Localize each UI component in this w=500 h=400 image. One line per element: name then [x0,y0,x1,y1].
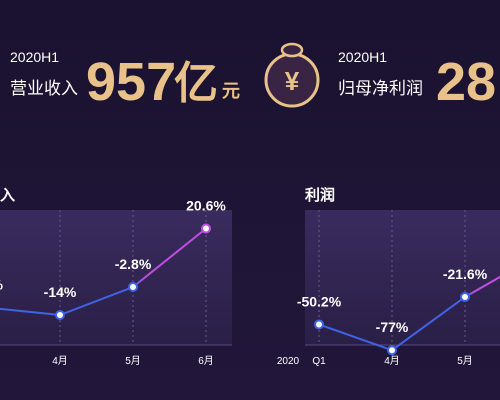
x-tick-label: 4月 [52,355,68,367]
series-line [318,275,500,352]
data-point [314,319,324,330]
data-label: -77% [376,319,409,335]
icon-symbol: ¥ [285,66,300,96]
data-point [387,345,397,356]
data-label: -21.6% [443,266,488,282]
x-axis-label: 2020 [277,356,300,367]
plot-background [305,210,500,345]
kpi-period: 2020H1 [10,49,59,65]
data-label: -14% [44,284,77,300]
x-tick-label: 6月 [198,355,214,367]
data-label: 20.6% [186,198,226,214]
series-line [0,227,207,317]
x-tick-label: 4月 [384,355,400,367]
kpi-label: 归母净利润 [338,79,423,98]
kpi-value: 28 [436,52,496,112]
yen-icon: ¥ [264,42,320,108]
kpi-suffix: 元 [222,81,240,101]
data-label: -2.8% [115,256,152,272]
x-tick-label: 5月 [457,355,473,367]
x-tick-label: Q1 [312,356,326,367]
x-tick-label: 5月 [125,355,141,367]
data-label: -11% [0,277,4,293]
kpi-period: 2020H1 [338,49,387,65]
plot-background [0,210,232,345]
kpi-value: 957 [86,52,176,112]
chart-title: 利润 [305,186,335,204]
kpi-unit: 亿 [174,59,218,108]
data-label: -50.2% [297,293,342,309]
kpi-label: 营业收入 [10,79,78,98]
chart-title: 入 [0,187,15,204]
data-point [55,310,65,320]
icon-knot [280,42,304,58]
data-point [128,282,138,292]
data-point [460,292,470,302]
data-point [201,223,211,234]
